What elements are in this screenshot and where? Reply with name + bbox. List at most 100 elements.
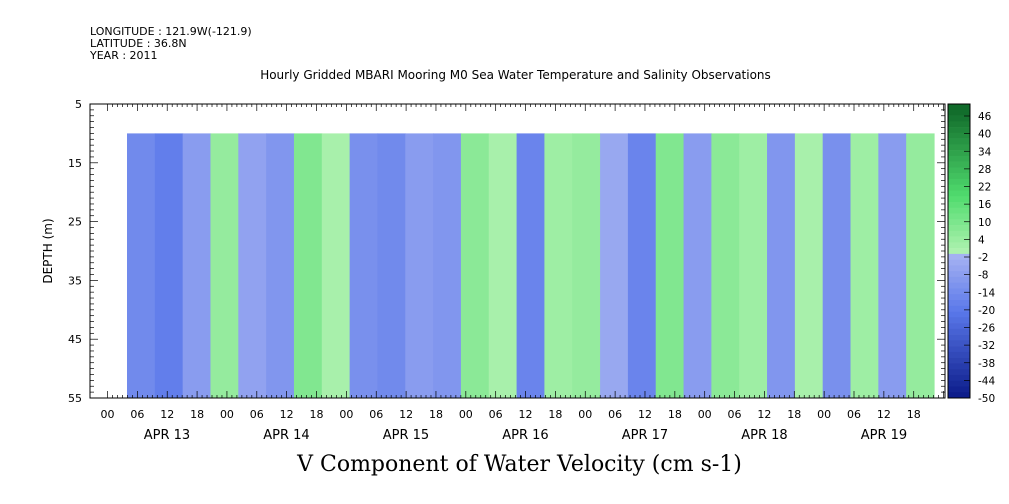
x-tick-label: 00 <box>220 408 234 421</box>
y-tick-label: 25 <box>68 216 82 229</box>
y-tick-label: 55 <box>68 392 82 405</box>
colorbar-swatch <box>948 346 970 353</box>
x-tick-label: 12 <box>757 408 771 421</box>
x-tick-label: 00 <box>459 408 473 421</box>
colorbar-swatch <box>948 150 970 157</box>
heatmap-column <box>683 133 712 398</box>
heatmap-column <box>127 133 156 398</box>
x-tick-label: 06 <box>608 408 622 421</box>
x-tick-label: 06 <box>250 408 264 421</box>
x-tick-label: 06 <box>130 408 144 421</box>
colorbar-swatch <box>948 340 970 347</box>
colorbar-swatch <box>948 294 970 301</box>
colorbar-swatch <box>948 300 970 307</box>
colorbar-swatch <box>948 351 970 358</box>
colorbar-swatch <box>948 104 970 111</box>
heatmap-column <box>572 133 601 398</box>
latitude-label: LATITUDE : 36.8N <box>90 37 187 50</box>
colorbar-swatch <box>948 323 970 330</box>
x-tick-label: 12 <box>877 408 891 421</box>
y-tick-label: 35 <box>68 274 82 287</box>
x-tick-label: 18 <box>429 408 443 421</box>
heatmap-column <box>349 133 379 398</box>
colorbar-label: 10 <box>978 217 991 229</box>
colorbar-swatch <box>948 213 970 220</box>
colorbar-label: -44 <box>978 375 995 387</box>
x-tick-label: 18 <box>548 408 562 421</box>
heatmap-column <box>405 133 434 398</box>
longitude-label: LONGITUDE : 121.9W(-121.9) <box>90 25 252 38</box>
colorbar-swatch <box>948 161 970 168</box>
colorbar-label: 28 <box>978 164 991 176</box>
colorbar-swatch <box>948 155 970 162</box>
colorbar-swatch <box>948 305 970 312</box>
colorbar-swatch <box>948 392 970 399</box>
heatmap-column <box>739 133 768 398</box>
x-day-label: APR 19 <box>861 428 907 443</box>
heatmap-column <box>544 133 573 398</box>
heatmap-column <box>767 133 796 398</box>
heatmap-column <box>238 133 267 398</box>
colorbar-swatch <box>948 236 970 243</box>
colorbar-swatch <box>948 276 970 284</box>
colorbar-label: 16 <box>978 199 992 211</box>
colorbar-swatch <box>948 259 970 266</box>
colorbar-frame <box>947 103 971 399</box>
colorbar-title: V Component of Water Velocity (cm s-1) <box>297 452 742 477</box>
colorbar-swatch <box>948 311 970 318</box>
x-tick-label: 00 <box>101 408 115 421</box>
heatmap-column <box>433 133 462 398</box>
colorbar-swatch <box>948 288 970 295</box>
heatmap-column <box>600 133 629 398</box>
heatmap-column <box>794 133 824 398</box>
colorbar-swatch <box>948 219 970 226</box>
heatmap-column <box>293 133 323 398</box>
colorbar-swatch <box>948 109 970 116</box>
x-tick-label: 12 <box>160 408 174 421</box>
colorbar-swatch <box>948 132 970 139</box>
chart-title: Hourly Gridded MBARI Mooring M0 Sea Wate… <box>260 68 771 82</box>
x-day-label: APR 13 <box>144 428 190 443</box>
heatmap-column <box>377 133 406 398</box>
colorbar-swatch <box>948 190 970 197</box>
colorbar-swatch <box>948 282 970 289</box>
x-day-label: APR 15 <box>383 428 429 443</box>
heatmap-column <box>182 133 212 398</box>
x-tick-label: 18 <box>190 408 204 421</box>
colorbar-swatch <box>948 271 970 278</box>
x-tick-label: 00 <box>817 408 831 421</box>
heatmap-column <box>516 133 546 398</box>
colorbar-swatch <box>948 207 970 214</box>
x-tick-label: 06 <box>847 408 861 421</box>
colorbar-label: 34 <box>978 146 992 158</box>
colorbar-swatch <box>948 328 970 335</box>
colorbar-label: -38 <box>978 358 995 370</box>
heatmap-column <box>711 133 740 398</box>
colorbar-swatch <box>948 242 970 249</box>
heatmap-column <box>488 133 518 398</box>
x-tick-label: 12 <box>519 408 533 421</box>
colorbar-label: 40 <box>978 129 991 141</box>
colorbar-swatch <box>948 374 970 382</box>
x-day-label: APR 17 <box>622 428 668 443</box>
colorbar-swatch <box>948 230 970 237</box>
heatmap-column <box>266 133 295 398</box>
colorbar-swatch <box>948 138 970 145</box>
colorbar-swatch <box>948 178 970 186</box>
colorbar-label: -2 <box>978 252 988 264</box>
x-tick-label: 12 <box>280 408 294 421</box>
colorbar-label: 4 <box>978 234 985 246</box>
heatmap-column <box>822 133 852 398</box>
heatmap-column <box>321 133 351 398</box>
x-tick-label: 18 <box>907 408 921 421</box>
x-tick-label: 12 <box>638 408 652 421</box>
colorbar-swatch <box>948 167 970 174</box>
colorbar-label: -14 <box>978 287 995 299</box>
colorbar-swatch <box>948 115 970 122</box>
colorbar-swatch <box>948 184 970 191</box>
heatmap-column <box>850 133 879 398</box>
colorbar-swatch <box>948 202 970 209</box>
colorbar-swatch <box>948 380 970 387</box>
x-day-label: APR 16 <box>502 428 548 443</box>
x-day-label: APR 14 <box>263 428 309 443</box>
